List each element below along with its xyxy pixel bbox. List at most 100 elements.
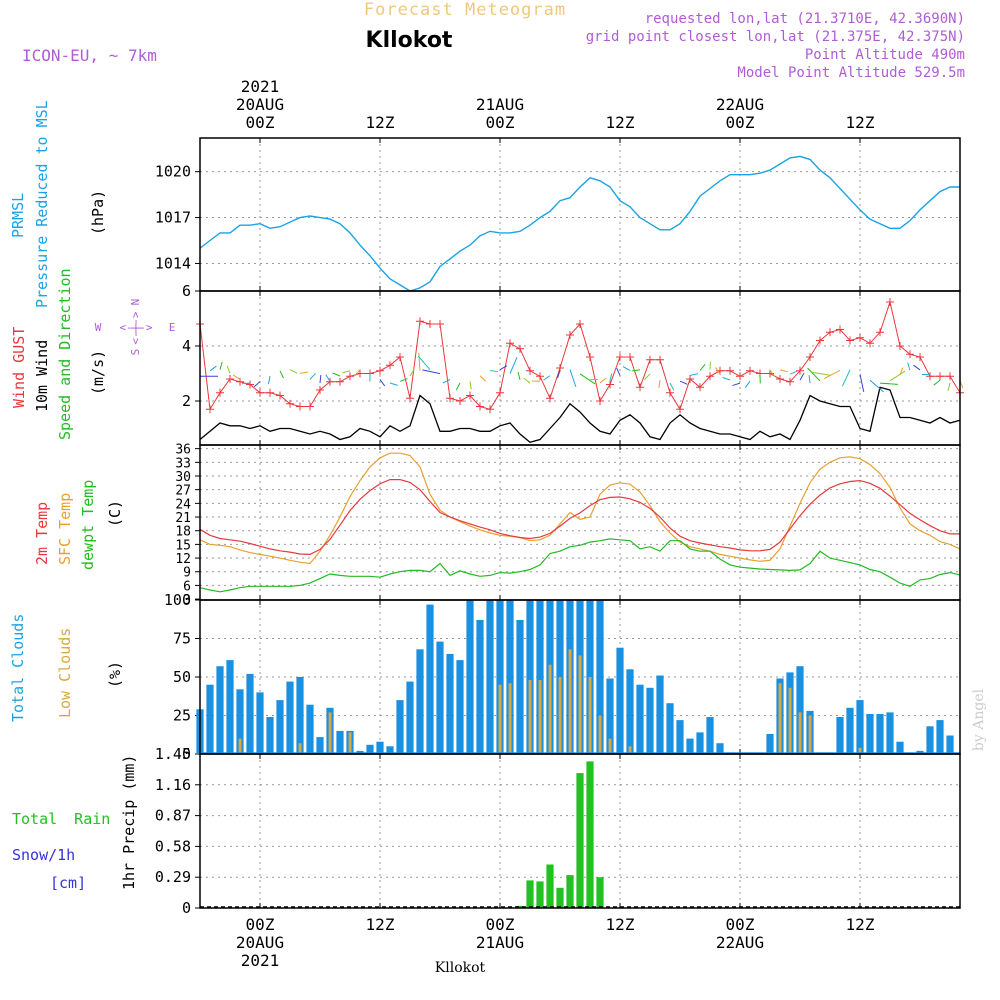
wind-gust-marker [466,391,474,400]
wind-gust-marker [616,353,624,361]
total-clouds-bar [886,712,894,754]
wind-unit: (m/s) [89,350,107,395]
low-clouds-bar [328,712,332,754]
temp-sfc-line [199,452,961,565]
wind-gust-marker [416,317,424,326]
wind-direction-arrow [859,374,865,392]
clouds-panel-labels: Total Clouds Low Clouds (%) [9,614,124,722]
total-clouds-bar [636,684,644,754]
wind-gust-marker [636,383,644,392]
precip-ytick-label: 0.58 [155,837,191,855]
time-axis-top-label: 00Z [486,113,515,132]
time-axis-top-label: 21AUG [476,95,524,114]
wind-gust-marker [686,375,694,383]
pressure-unit: (hPa) [89,190,107,235]
wind-direction-arrow [616,368,621,376]
wind-gust-marker [266,388,274,397]
low-clouds-bar [508,683,512,754]
wind-direction-arrow [232,374,241,380]
total-clouds-bar [376,741,384,754]
wind-direction-arrow [342,370,351,374]
wind-direction-arrow [409,368,415,377]
wind-gust-marker [256,388,264,397]
compass-s: S [129,349,142,356]
time-axis-top-label: 22AUG [716,95,764,114]
low-clouds-bar [608,738,612,754]
wind-gust-marker [566,331,574,339]
total-clouds-bar [206,684,214,754]
precip-ytick-label: 0.87 [155,807,191,825]
wind-gust-marker [946,372,954,381]
wind-direction-arrow [879,382,898,385]
wind-gust-marker [626,353,634,361]
precip-label-snow: Snow/1h [12,846,75,864]
wind-gust-marker [866,339,874,348]
wind-direction-arrow [715,367,721,375]
compass-e: E [169,321,176,334]
time-axis-top-label: 12Z [366,113,395,132]
wind-gust-marker [376,366,384,375]
time-axis-bottom-label: 2021 [241,951,280,970]
time-axis-top-label: 12Z [606,113,635,132]
wind-direction-arrow [226,365,231,374]
total-clouds-bar [866,714,874,754]
wind-gust-marker [646,355,654,364]
total-clouds-bar [236,689,244,754]
time-axis-bottom-label: 12Z [606,915,635,934]
precip-label-rain: Total Rain [12,810,110,828]
total-clouds-bar [476,620,484,754]
rain-bar [596,877,604,908]
time-axis-top-label: 2021 [241,77,280,96]
wind-direction-arrow [489,370,499,373]
wind-gust-marker [206,405,214,414]
wind-direction-arrow [622,366,631,371]
wind-gust-marker [596,397,604,405]
wind-gust-marker [426,320,434,328]
wind-gust-marker [836,325,844,334]
temp-ytick-label: 12 [175,552,191,567]
compass-n: N [129,299,142,306]
wind-direction-arrow [841,369,851,387]
low-clouds-bar [348,732,352,754]
wind-direction-arrow [947,382,951,391]
wind-gust-marker [906,350,914,359]
wind-direction-arrow [609,373,613,382]
wind-gust-marker [476,402,484,411]
wind-direction-arrow [599,377,607,384]
wind-direction-arrow [658,379,661,388]
wind-gust-marker [696,383,704,392]
wind-gust-marker [896,342,904,350]
plot-layer: 1014101710202463691215182124273033360255… [155,77,964,970]
wind-direction-arrow [523,377,531,384]
wind-gust-marker [336,377,344,386]
wind-gust-marker [506,339,514,348]
clouds-ytick-label: 100 [164,591,191,609]
wind-gust-marker [886,298,894,306]
wind-plot-area [200,291,960,445]
wind-direction-arrow [789,370,798,375]
rain-bar [556,887,564,908]
total-clouds-bar [596,600,604,754]
wind-direction-arrow [745,380,751,388]
total-clouds-bar [246,673,254,754]
total-clouds-bar [266,717,274,754]
temp-ytick-label: 15 [175,538,191,553]
total-clouds-bar [646,687,654,754]
total-clouds-bar [516,620,524,754]
rain-bar [586,761,594,908]
total-clouds-bar [226,660,234,754]
temp-ytick-label: 3 [183,593,191,608]
watermark: by Angel [971,688,987,751]
forecast-title: Forecast Meteogram [364,0,566,20]
wind-gust-marker [286,399,294,408]
low-clouds-bar [588,677,592,754]
wind-direction-arrow [309,373,316,380]
wind-direction-arrow [913,364,921,371]
total-clouds-bar [446,653,454,754]
wind-direction-arrow [899,367,904,376]
low-clouds-bar [568,649,572,754]
wind-ytick-label: 2 [182,392,191,410]
wind-gust-marker [446,394,454,403]
wind-direction-arrow [422,369,441,375]
